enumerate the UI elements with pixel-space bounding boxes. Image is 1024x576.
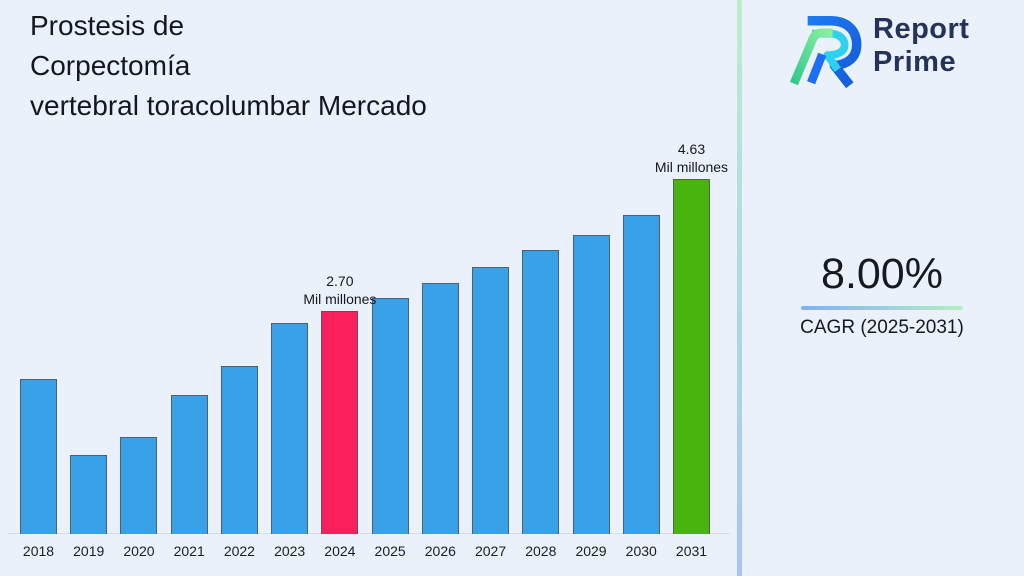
x-tick-2024: 2024 — [324, 543, 356, 559]
cagr-underline-decoration — [801, 306, 963, 310]
report-prime-logo-text: Report Prime — [873, 7, 969, 79]
bar-2029 — [572, 235, 610, 534]
title-line-3: vertebral toracolumbar Mercado — [30, 90, 427, 121]
cagr-period-label: CAGR (2025-2031) — [800, 317, 964, 338]
x-tick-2028: 2028 — [525, 543, 557, 559]
x-tick-2019: 2019 — [73, 543, 105, 559]
bar-chart: 2018 2019 2020 2021 2022 2023 2024 2025 2026 2027… — [8, 141, 730, 559]
bar-value-label-2031: 4.63 Mil millones — [654, 141, 729, 175]
panel-divider — [737, 0, 742, 576]
bar-2023 — [271, 323, 309, 534]
cagr-value: 8.00% — [821, 250, 943, 298]
cagr-block: 8.00% CAGR (2025-2031) — [762, 250, 1002, 339]
logo-word-prime: Prime — [873, 46, 957, 78]
bar-2024 — [321, 311, 359, 534]
x-tick-2021: 2021 — [173, 543, 205, 559]
bar-2019 — [70, 455, 108, 534]
x-tick-2030: 2030 — [625, 543, 657, 559]
x-tick-2018: 2018 — [22, 543, 55, 559]
bar-2018 — [20, 379, 57, 534]
x-tick-2027: 2027 — [474, 543, 507, 559]
x-tick-2022: 2022 — [223, 543, 255, 559]
page-title: Prostesis de Corpectomía vertebral torac… — [30, 6, 690, 126]
x-tick-2020: 2020 — [123, 543, 155, 559]
title-line-2: Corpectomía — [30, 50, 191, 81]
bar-2025 — [371, 298, 409, 534]
x-tick-2023: 2023 — [274, 543, 306, 559]
report-prime-logo-icon — [781, 7, 867, 98]
report-prime-logo[interactable]: Report Prime — [781, 7, 969, 98]
bar-2027 — [472, 267, 510, 534]
bar-2022 — [220, 366, 258, 534]
bar-2028 — [522, 250, 560, 534]
x-tick-2025: 2025 — [374, 543, 406, 559]
bar-2030 — [622, 215, 660, 534]
title-line-1: Prostesis de — [30, 10, 185, 41]
bar-2020 — [120, 437, 158, 534]
logo-word-report: Report — [873, 13, 970, 45]
bar-2026 — [421, 283, 459, 534]
bar-value-label-2024: 2.70 Mil millones — [303, 273, 377, 307]
x-tick-2031: 2031 — [675, 543, 708, 559]
x-tick-2026: 2026 — [424, 543, 456, 559]
bar-2021 — [170, 395, 208, 534]
bar-2031 — [672, 179, 710, 534]
x-axis-line — [8, 533, 730, 534]
x-tick-2029: 2029 — [575, 543, 607, 559]
